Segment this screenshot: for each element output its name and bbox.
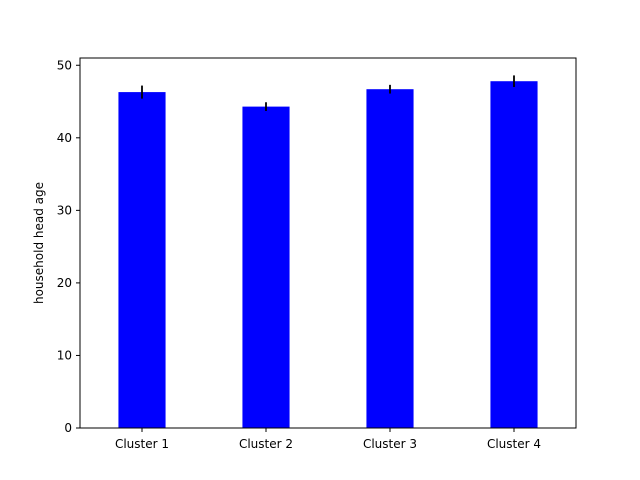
y-tick-label: 10 (57, 348, 72, 362)
y-tick-label: 0 (64, 421, 72, 435)
y-tick-label: 20 (57, 276, 72, 290)
y-tick-label: 30 (57, 203, 72, 217)
x-axis: Cluster 1 Cluster 2 Cluster 3 Cluster 4 (115, 428, 541, 451)
x-tick-label: Cluster 1 (115, 437, 169, 451)
y-tick-label: 50 (57, 58, 72, 72)
bar-1 (118, 92, 166, 429)
y-axis-label: household head age (32, 182, 46, 304)
error-bars-layer (141, 75, 515, 111)
bars-layer (118, 81, 538, 429)
y-axis: 0 10 20 30 40 50 (57, 58, 80, 435)
bar-2 (242, 106, 290, 428)
x-tick-label: Cluster 2 (239, 437, 293, 451)
bar-4 (490, 81, 538, 428)
plot-frame (79, 57, 577, 429)
y-tick-label: 40 (57, 131, 72, 145)
x-tick-label: Cluster 3 (363, 437, 417, 451)
x-tick-label: Cluster 4 (487, 437, 541, 451)
bar-3 (366, 89, 414, 428)
